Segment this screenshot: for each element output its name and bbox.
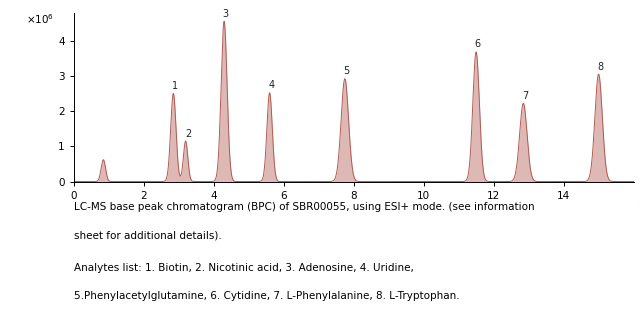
Text: LC-MS base peak chromatogram (BPC) of SBR00055, using ESI+ mode. (see informatio: LC-MS base peak chromatogram (BPC) of SB…: [74, 202, 534, 212]
Text: 1: 1: [172, 81, 178, 91]
Text: 5.Phenylacetylglutamine, 6. Cytidine, 7. L-Phenylalanine, 8. L-Tryptophan.: 5.Phenylacetylglutamine, 6. Cytidine, 7.…: [74, 291, 460, 301]
Text: 8: 8: [597, 62, 604, 72]
Text: sheet for additional details).: sheet for additional details).: [74, 230, 221, 240]
Text: 7: 7: [522, 91, 528, 101]
Text: $\times$10$^6$: $\times$10$^6$: [26, 12, 54, 26]
Text: 6: 6: [475, 39, 481, 49]
Text: 3: 3: [223, 9, 229, 19]
Text: Time [min]: Time [min]: [639, 202, 640, 212]
Text: Analytes list: 1. Biotin, 2. Nicotinic acid, 3. Adenosine, 4. Uridine,: Analytes list: 1. Biotin, 2. Nicotinic a…: [74, 263, 413, 273]
Text: 4: 4: [268, 80, 275, 90]
Text: 5: 5: [344, 66, 349, 76]
Text: 2: 2: [185, 129, 191, 139]
